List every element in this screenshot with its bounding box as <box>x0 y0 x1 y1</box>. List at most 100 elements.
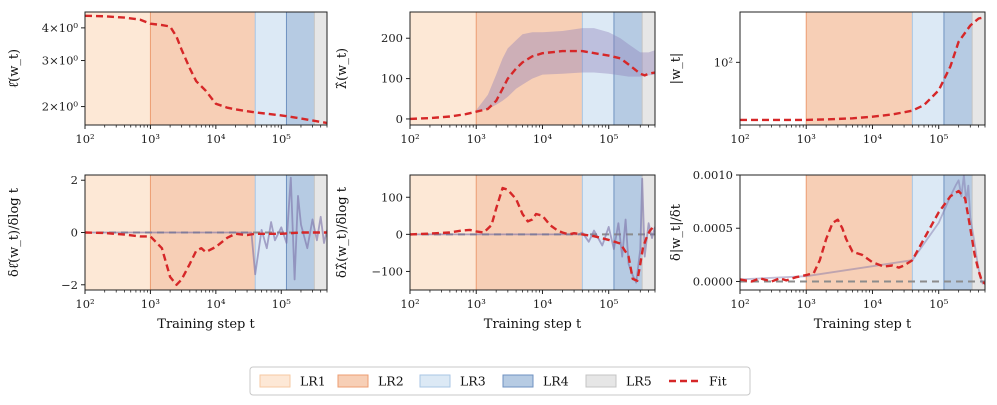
x-tick-label: 10⁴ <box>863 297 883 311</box>
fit-line <box>85 231 327 286</box>
y-tick-label: 200 <box>381 31 403 45</box>
x-tick-label: 10³ <box>797 297 817 311</box>
y-tick-label: 0 <box>396 227 403 241</box>
y-tick-label: 100 <box>381 72 403 86</box>
y-tick-label: 100 <box>381 190 403 204</box>
legend-label: Fit <box>709 374 727 389</box>
legend-label: LR5 <box>626 374 652 389</box>
legend-item-lr2: LR2 <box>337 374 404 389</box>
legend-item-lr1: LR1 <box>259 374 326 389</box>
y-axis-label: δ|w_t|/δt <box>669 203 684 261</box>
lr-region-4 <box>943 12 973 125</box>
lr-region-5 <box>314 175 327 290</box>
x-tick-label: 10⁵ <box>599 132 619 146</box>
lr-region-2 <box>476 12 583 125</box>
x-tick-label: 10³ <box>467 132 487 146</box>
x-tick-label: 10⁴ <box>206 132 226 146</box>
x-tick-label: 10⁴ <box>533 297 553 311</box>
x-tick-label: 10² <box>730 297 749 311</box>
x-tick-label: 10⁴ <box>863 132 883 146</box>
lr-region-5 <box>972 12 985 125</box>
legend-item-lr5: LR5 <box>585 374 652 389</box>
plot-area <box>410 12 655 125</box>
chart-p2: 10² 10³ 10⁴ 10⁵ 0 100 200 λ̂(w_t) <box>335 11 656 146</box>
lr-region-5 <box>314 12 327 125</box>
x-axis-label: Training step t <box>484 317 582 332</box>
lr-region-3 <box>912 12 944 125</box>
lr-region-3 <box>255 12 287 125</box>
legend-label: LR4 <box>543 374 569 389</box>
y-axis-label: λ̂(w_t) <box>335 48 350 89</box>
fit-line <box>410 49 655 121</box>
y-tick-label: 2 <box>71 173 78 187</box>
chart-p4: 10² 10³ 10⁴ 10⁵ 2 0 −2 δℓ̂(w_t)/δlog t Training … <box>7 173 328 332</box>
x-tick-label: 10⁵ <box>272 297 292 311</box>
x-tick-label: 10³ <box>141 132 161 146</box>
y-tick-label: 2×10⁰ <box>42 100 79 114</box>
chart-p5: 10² 10³ 10⁴ 10⁵ 100 0 −100 δλ̂(w_t)/δlog t Train… <box>335 174 656 332</box>
x-tick-label: 10³ <box>797 132 817 146</box>
x-tick-label: 10³ <box>141 297 161 311</box>
lr-region-4 <box>286 12 315 125</box>
legend-item-lr4: LR4 <box>502 374 569 389</box>
legend-frame <box>249 366 751 396</box>
legend-swatch <box>419 374 451 388</box>
chart-p6: 10² 10³ 10⁴ 10⁵ 0.0010 0.0005 0.0000 δ|w_t|/δt T… <box>669 168 986 332</box>
uncertainty-band <box>476 28 655 112</box>
lr-region-5 <box>972 175 985 290</box>
fit-line <box>740 189 985 285</box>
y-tick-label: 0.0005 <box>693 221 733 235</box>
lr-region-2 <box>150 12 256 125</box>
legend: LR1 LR2 LR3 LR4 LR5 Fit <box>249 366 751 396</box>
lr-region-5 <box>642 12 655 125</box>
x-tick-label: 10² <box>730 132 749 146</box>
legend-label: LR1 <box>300 374 326 389</box>
legend-label: LR3 <box>460 374 486 389</box>
lr-region-3 <box>582 175 614 290</box>
y-tick-label: 10² <box>714 55 733 69</box>
x-tick-label: 10⁴ <box>206 297 226 311</box>
legend-swatch <box>259 374 291 388</box>
x-tick-label: 10² <box>400 132 419 146</box>
x-tick-label: 10⁵ <box>272 132 292 146</box>
legend-swatch <box>585 374 617 388</box>
x-axis-label: Training step t <box>814 317 912 332</box>
chart-p1: 10² 10³ 10⁴ 10⁵ 4×10⁰ 3×10⁰ 2×10⁰ ℓ̂(w_t) <box>7 11 328 146</box>
y-axis-label: |w_t| <box>669 53 684 85</box>
lr-region-2 <box>806 175 913 290</box>
plot-area <box>410 175 655 290</box>
x-tick-label: 10² <box>75 297 94 311</box>
lr-region-1 <box>410 12 477 125</box>
plot-area <box>85 12 327 125</box>
x-tick-label: 10⁵ <box>929 132 949 146</box>
plot-area <box>85 175 327 290</box>
y-tick-label: 4×10⁰ <box>42 21 79 35</box>
y-axis-label: δℓ̂(w_t)/δlog t <box>7 187 22 277</box>
x-tick-label: 10³ <box>467 297 487 311</box>
x-tick-label: 10⁵ <box>929 297 949 311</box>
fit-line <box>410 186 655 282</box>
lr-region-4 <box>613 12 643 125</box>
y-tick-label: 0 <box>71 226 78 240</box>
x-tick-label: 10⁴ <box>533 132 553 146</box>
legend-item-fit: Fit <box>669 374 727 389</box>
lr-region-4 <box>943 175 973 290</box>
lr-region-1 <box>85 12 151 125</box>
fit-line <box>85 14 327 125</box>
plot-area <box>740 12 985 125</box>
panels: 10² 10³ 10⁴ 10⁵ 4×10⁰ 3×10⁰ 2×10⁰ ℓ̂(w_t) 10² 10³… <box>7 11 986 332</box>
y-tick-label: −2 <box>61 278 78 292</box>
chart-p3: 10² 10³ 10⁴ 10⁵ 10² |w_t| <box>669 11 986 146</box>
plot-area <box>740 175 985 290</box>
y-tick-label: 0.0010 <box>693 168 733 182</box>
legend-swatch <box>337 374 369 388</box>
fit-line <box>740 15 985 122</box>
x-axis-label: Training step t <box>157 317 255 332</box>
lr-region-2 <box>806 12 913 125</box>
legend-item-lr3: LR3 <box>419 374 486 389</box>
y-axis-label: ℓ̂(w_t) <box>7 49 22 88</box>
y-tick-label: 3×10⁰ <box>42 54 79 68</box>
y-tick-label: 0 <box>396 112 403 126</box>
x-tick-label: 10² <box>75 132 94 146</box>
